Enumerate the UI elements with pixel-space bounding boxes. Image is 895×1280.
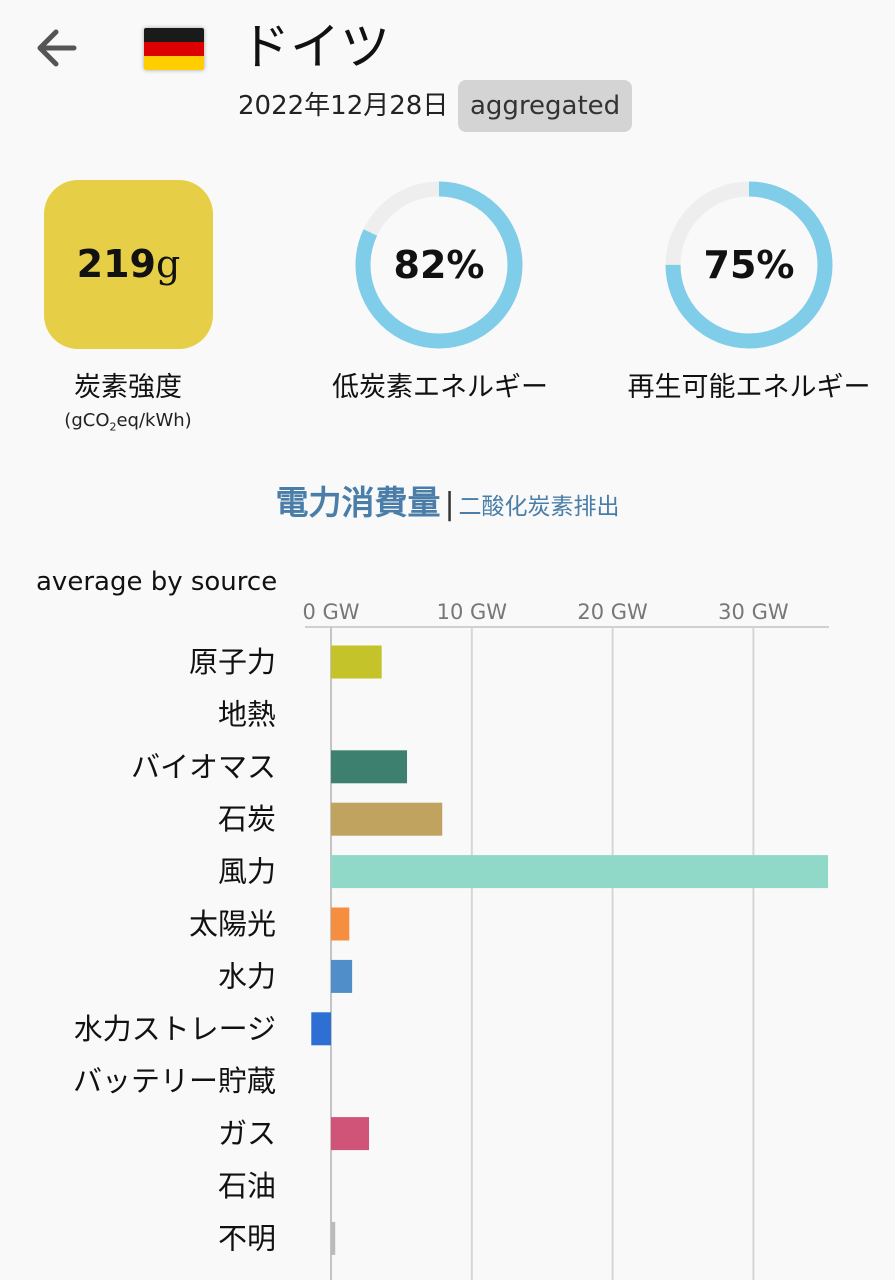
category-label: 不明: [218, 1221, 276, 1255]
unit-prefix: (gCO: [64, 410, 110, 431]
toggle-power-consumption[interactable]: 電力消費量: [275, 483, 441, 522]
low-carbon-donut: 82%: [354, 180, 524, 350]
renewable-label: 再生可能エネルギー: [627, 372, 871, 403]
flag-stripe-black: [144, 28, 204, 42]
category-label: バッテリー貯蔵: [73, 1064, 276, 1098]
country-title: ドイツ: [240, 18, 390, 76]
unit-suffix: eq/kWh): [116, 410, 192, 431]
bar[interactable]: [331, 1221, 336, 1255]
category-label: 水力: [218, 959, 276, 993]
flag-stripe-red: [144, 42, 204, 56]
category-label: 地熱: [218, 697, 276, 731]
category-label: 原子力: [189, 645, 276, 679]
category-label: ガス: [218, 1117, 276, 1151]
category-label: 太陽光: [189, 907, 276, 941]
renewable-arc: [665, 181, 833, 349]
chart-title: average by source: [36, 567, 278, 597]
bar[interactable]: [331, 855, 829, 889]
bar[interactable]: [331, 1117, 370, 1151]
chart-mode-toggle: 電力消費量 | 二酸化炭素排出: [0, 476, 895, 524]
aggregated-badge[interactable]: aggregated: [458, 80, 633, 132]
category-label: 石油: [218, 1169, 276, 1203]
carbon-intensity-label: 炭素強度: [74, 372, 182, 403]
toggle-co2-emissions[interactable]: 二酸化炭素排出: [458, 494, 620, 520]
bar[interactable]: [331, 750, 408, 784]
tick-label: 30 GW: [718, 600, 789, 624]
category-label: 水力ストレージ: [74, 1012, 276, 1046]
date-label: 2022年12月28日: [238, 91, 449, 121]
tick-label: 0 GW: [302, 600, 359, 624]
tick-label: 20 GW: [577, 600, 648, 624]
carbon-intensity-value: 219: [76, 242, 156, 286]
category-label: 石炭: [218, 802, 276, 836]
source-bar-chart: 0 GW 10 GW 20 GW 30 GW 原子力地熱バイオマス石炭風力太陽光水力水力…: [73, 600, 829, 1280]
renewable-donut: 75%: [664, 180, 834, 350]
unit-subscript: 2: [109, 420, 117, 434]
bar[interactable]: [331, 645, 382, 679]
carbon-intensity-tile: 219g: [44, 180, 213, 349]
toggle-separator: |: [444, 487, 455, 522]
tick-label: 10 GW: [437, 600, 508, 624]
category-label: 風力: [218, 855, 276, 889]
bar[interactable]: [311, 1012, 331, 1046]
low-carbon-percent: 82%: [393, 243, 485, 287]
bar[interactable]: [331, 802, 443, 836]
low-carbon-label: 低炭素エネルギー: [332, 372, 548, 403]
carbon-intensity-unit: g: [156, 242, 181, 286]
arrow-left-icon: [37, 29, 77, 67]
back-button[interactable]: [26, 22, 86, 74]
carbon-intensity-units: (gCO2eq/kWh): [28, 408, 228, 441]
germany-flag-icon: [144, 28, 204, 70]
renewable-percent: 75%: [703, 243, 795, 287]
bar[interactable]: [331, 959, 353, 993]
bar[interactable]: [331, 907, 350, 941]
flag-stripe-gold: [144, 56, 204, 70]
low-carbon-arc: [355, 181, 523, 349]
category-label: バイオマス: [131, 750, 276, 784]
